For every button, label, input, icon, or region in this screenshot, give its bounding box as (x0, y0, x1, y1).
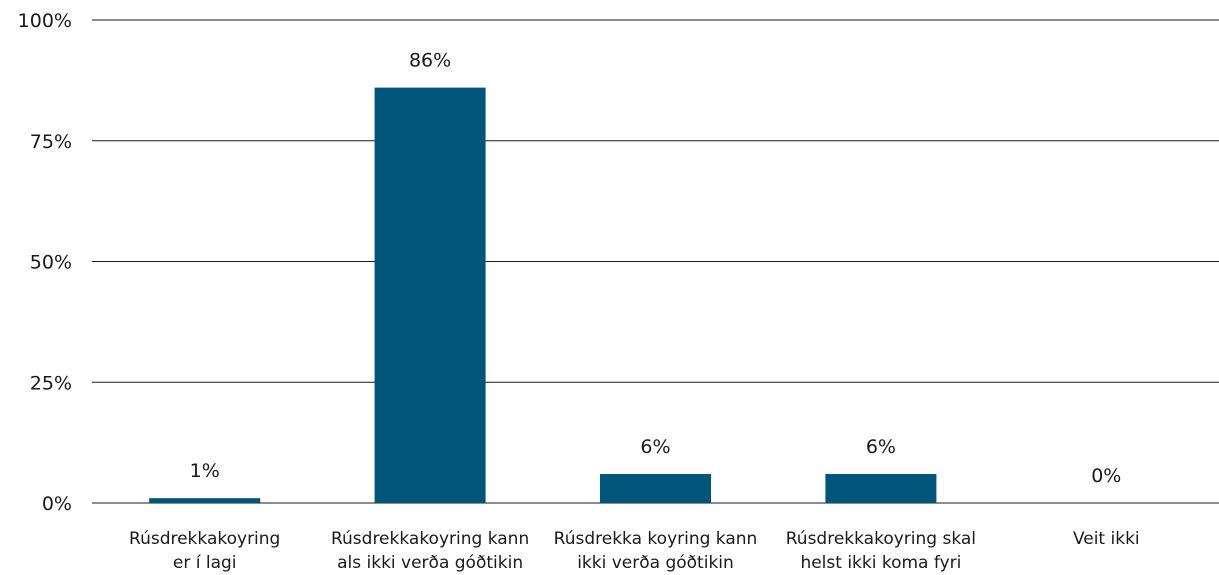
category-label-2: Rúsdrekkakoyring kann als ikki verða góðt… (331, 529, 529, 573)
gridlines (92, 19, 1219, 504)
category-label-line: Veit ikki (1073, 529, 1140, 549)
category-label-line: ikki verða góðtikin (577, 553, 734, 573)
category-label-1: Rúsdrekkakoyring er í lagi (129, 529, 280, 573)
category-label-line: Rúsdrekka koyring kann (554, 529, 758, 549)
bar-2 (374, 87, 486, 504)
category-label-4: Rúsdrekkakoyring skal helst ikki koma fyr… (786, 529, 976, 573)
category-label-line: Rúsdrekkakoyring kann (331, 529, 529, 549)
data-label-4: 6% (866, 436, 896, 458)
y-axis-ticks: 0% 25% 50% 75% 100% (18, 10, 72, 515)
category-label-3: Rúsdrekka koyring kann ikki verða góðtiki… (554, 529, 758, 573)
bar-1 (149, 498, 261, 503)
y-tick-label: 100% (18, 10, 72, 32)
bar-3 (600, 474, 711, 503)
data-label-3: 6% (640, 436, 670, 458)
bars (149, 87, 937, 504)
data-label-2: 86% (409, 50, 451, 72)
data-label-1: 1% (190, 460, 220, 482)
category-label-line: er í lagi (173, 553, 237, 573)
y-tick-label: 50% (30, 252, 72, 274)
bar-4 (825, 474, 937, 503)
data-labels: 1% 86% 6% 6% 0% (190, 50, 1122, 487)
category-label-line: Rúsdrekkakoyring (129, 529, 280, 549)
category-label-line: helst ikki koma fyri (800, 553, 961, 573)
category-label-line: als ikki verða góðtikin (337, 553, 523, 573)
y-tick-label: 0% (42, 493, 72, 515)
category-label-line: Rúsdrekkakoyring skal (786, 529, 976, 549)
category-label-5: Veit ikki (1073, 529, 1140, 549)
y-tick-label: 75% (30, 131, 72, 153)
data-label-5: 0% (1091, 465, 1121, 487)
y-tick-label: 25% (30, 372, 72, 394)
x-axis-categories: Rúsdrekkakoyring er í lagiRúsdrekkakoyrin… (129, 529, 1140, 573)
